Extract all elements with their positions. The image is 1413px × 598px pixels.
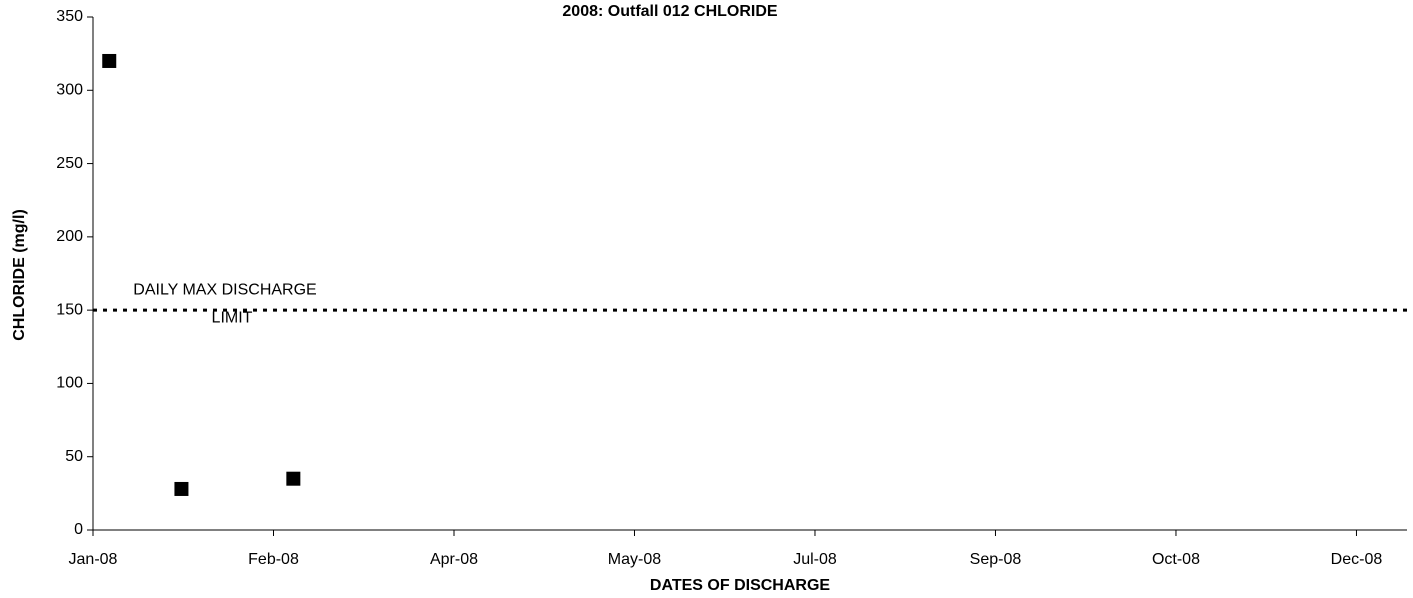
y-tick-label: 200 bbox=[56, 228, 83, 245]
x-axis-label: DATES OF DISCHARGE bbox=[650, 577, 830, 594]
x-tick-label: Feb-08 bbox=[248, 551, 299, 568]
y-tick-label: 250 bbox=[56, 155, 83, 172]
annotation: DAILY MAX DISCHARGE bbox=[133, 281, 316, 298]
marker bbox=[174, 481, 189, 496]
y-tick-label: 0 bbox=[74, 521, 83, 538]
x-tick-label: Jan-08 bbox=[69, 551, 118, 568]
y-tick-label: 50 bbox=[65, 448, 83, 465]
x-tick-label: Sep-08 bbox=[970, 551, 1022, 568]
y-tick-label: 100 bbox=[56, 375, 83, 392]
y-tick-label: 350 bbox=[56, 8, 83, 25]
x-tick-label: Apr-08 bbox=[430, 551, 478, 568]
x-tick-label: Dec-08 bbox=[1331, 551, 1383, 568]
x-tick-label: May-08 bbox=[608, 551, 661, 568]
y-axis-label: CHLORIDE (mg/l) bbox=[11, 209, 28, 341]
y-tick-label: 300 bbox=[56, 82, 83, 99]
annotation: LIMIT bbox=[212, 309, 253, 326]
y-tick-label: 150 bbox=[56, 301, 83, 318]
x-tick-label: Oct-08 bbox=[1152, 551, 1200, 568]
marker bbox=[102, 53, 117, 68]
chart-title: 2008: Outfall 012 CHLORIDE bbox=[562, 3, 778, 20]
marker bbox=[286, 471, 301, 486]
x-tick-label: Jul-08 bbox=[793, 551, 837, 568]
